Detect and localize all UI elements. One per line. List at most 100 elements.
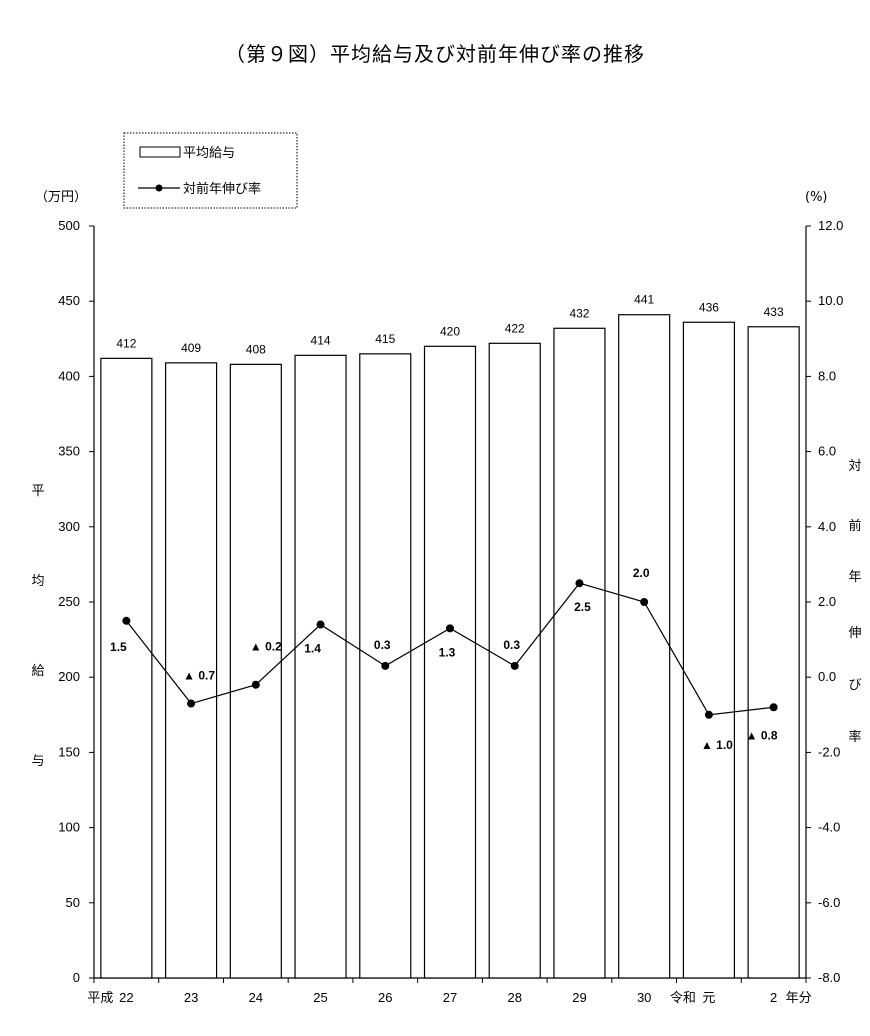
y-right-label-char: び <box>848 678 861 693</box>
category-label: 22 <box>119 990 133 1005</box>
bar <box>423 345 477 979</box>
y-right-tick-label: -8.0 <box>818 970 840 985</box>
category-label: 28 <box>507 990 521 1005</box>
rate-value-label: ▲ 0.7 <box>183 669 215 683</box>
bar-value-label: 414 <box>311 333 331 347</box>
y-right-label-char: 率 <box>848 729 861 745</box>
rate-value-label: 2.5 <box>574 600 591 614</box>
y-left-tick-label: 500 <box>58 218 80 233</box>
y-right-tick-label: 4.0 <box>818 519 836 534</box>
y-right-tick-label: 8.0 <box>818 368 836 383</box>
y-right-tick-label: -2.0 <box>818 744 840 759</box>
rate-point <box>251 680 260 689</box>
y-left-tick-label: 450 <box>58 293 80 308</box>
category-label: 23 <box>184 990 198 1005</box>
y-left-unit: （万円） <box>35 190 87 205</box>
y-right-label-char: 年 <box>848 570 861 585</box>
bar-value-label: 408 <box>246 342 266 356</box>
bar <box>100 357 153 979</box>
rate-point <box>446 624 454 633</box>
rate-value-label: ▲ 0.8 <box>746 728 778 742</box>
legend-label-line: 対前年伸び率 <box>183 181 261 197</box>
category-label: 30 <box>637 990 651 1005</box>
y-left-label: 平均給与 <box>31 484 44 769</box>
bar <box>488 342 541 979</box>
bar <box>618 314 671 979</box>
y-right-label-char: 伸 <box>848 626 861 641</box>
rate-point <box>510 661 519 670</box>
era-prefix-label: 令和 <box>670 990 696 1005</box>
categories: 22 23 24 25 26 27 28 29 30 元 2 平成 令和 年分 <box>87 990 811 1005</box>
y-right-unit: (%) <box>805 190 828 205</box>
rate-value-label: 1.4 <box>304 642 321 656</box>
rate-point <box>704 710 713 719</box>
y-right-tick-label: -6.0 <box>818 895 840 910</box>
bar-value-label: 420 <box>440 324 460 338</box>
rate-point <box>381 661 390 670</box>
bar-value-label: 415 <box>375 332 395 346</box>
legend-marker <box>155 184 163 192</box>
y-left-label-char: 平 <box>31 484 44 499</box>
legend: 平均給与 対前年伸び率 <box>123 132 298 209</box>
bar <box>682 321 736 979</box>
y-left-tick-label: 100 <box>58 820 80 835</box>
bar <box>229 363 282 979</box>
category-label: 29 <box>572 990 586 1005</box>
y-right-tick-label: 12.0 <box>818 218 843 233</box>
bar <box>294 354 347 979</box>
category-label: 26 <box>378 990 392 1005</box>
category-label: 24 <box>249 990 263 1005</box>
rate-value-label: 1.5 <box>110 640 127 654</box>
category-label: 2 <box>770 990 777 1005</box>
y-right-tick-label: 6.0 <box>818 444 836 459</box>
y-right-tick-label: -4.0 <box>818 820 840 835</box>
bar-value-label: 433 <box>764 305 784 319</box>
bar-value-label: 441 <box>634 293 654 307</box>
rate-point <box>187 699 196 708</box>
x-suffix-label: 年分 <box>786 990 812 1005</box>
bar-value-label: 412 <box>116 336 136 350</box>
rate-point <box>122 616 131 625</box>
bar <box>164 362 218 979</box>
chart-title: （第９図）平均給与及び対前年伸び率の推移 <box>225 42 645 66</box>
category-label: 27 <box>443 990 457 1005</box>
y-right-tick-label: 10.0 <box>818 293 843 308</box>
bar-value-label: 409 <box>181 341 201 355</box>
rate-value-label: 1.3 <box>439 645 456 659</box>
legend-bar-swatch <box>139 146 181 158</box>
rate-point <box>575 579 584 588</box>
rate-point <box>640 598 649 606</box>
rate-value-label: ▲ 0.2 <box>250 640 282 654</box>
legend-label-bar: 平均給与 <box>183 146 235 161</box>
rate-value-label: 0.3 <box>503 638 520 652</box>
bar-value-label: 422 <box>505 321 525 335</box>
rate-line: 1.5 ▲ 0.7 ▲ 0.2 1.4 0.3 1.3 0.3 2.5 2.0 ▲ 1.0 ▲ 0.… <box>110 566 778 752</box>
ticks: 0 50 100 150 200 250 300 350 400 450 500 -8.0 -6.0 -4… <box>58 218 843 985</box>
era-prefix-label: 平成 <box>87 990 113 1005</box>
bar-labels: 412 409 408 414 415 420 422 432 441 436 433 <box>116 293 784 357</box>
y-left-tick-label: 150 <box>58 744 80 759</box>
category-label: 元 <box>702 990 715 1005</box>
rate-value-label: ▲ 1.0 <box>701 738 733 752</box>
rate-point <box>316 620 325 629</box>
y-right-label-char: 前 <box>848 518 861 534</box>
y-left-tick-label: 50 <box>66 895 80 910</box>
category-label: 25 <box>313 990 327 1005</box>
y-right-tick-label: 2.0 <box>818 594 836 609</box>
rate-value-label: 2.0 <box>633 566 650 580</box>
y-left-tick-label: 0 <box>73 970 80 985</box>
y-right-tick-label: 0.0 <box>818 669 836 684</box>
y-right-label: 対前年伸び率 <box>848 459 861 745</box>
bar-value-label: 432 <box>569 306 589 320</box>
bar-value-label: 436 <box>699 300 719 314</box>
bar <box>553 327 606 979</box>
bar <box>747 326 800 979</box>
rate-point <box>769 703 778 712</box>
y-left-tick-label: 200 <box>58 669 80 684</box>
y-left-tick-label: 400 <box>58 368 80 383</box>
y-left-label-char: 与 <box>31 754 44 769</box>
y-left-label-char: 均 <box>31 574 44 589</box>
y-left-tick-label: 300 <box>58 519 80 534</box>
y-left-tick-label: 350 <box>58 444 80 459</box>
